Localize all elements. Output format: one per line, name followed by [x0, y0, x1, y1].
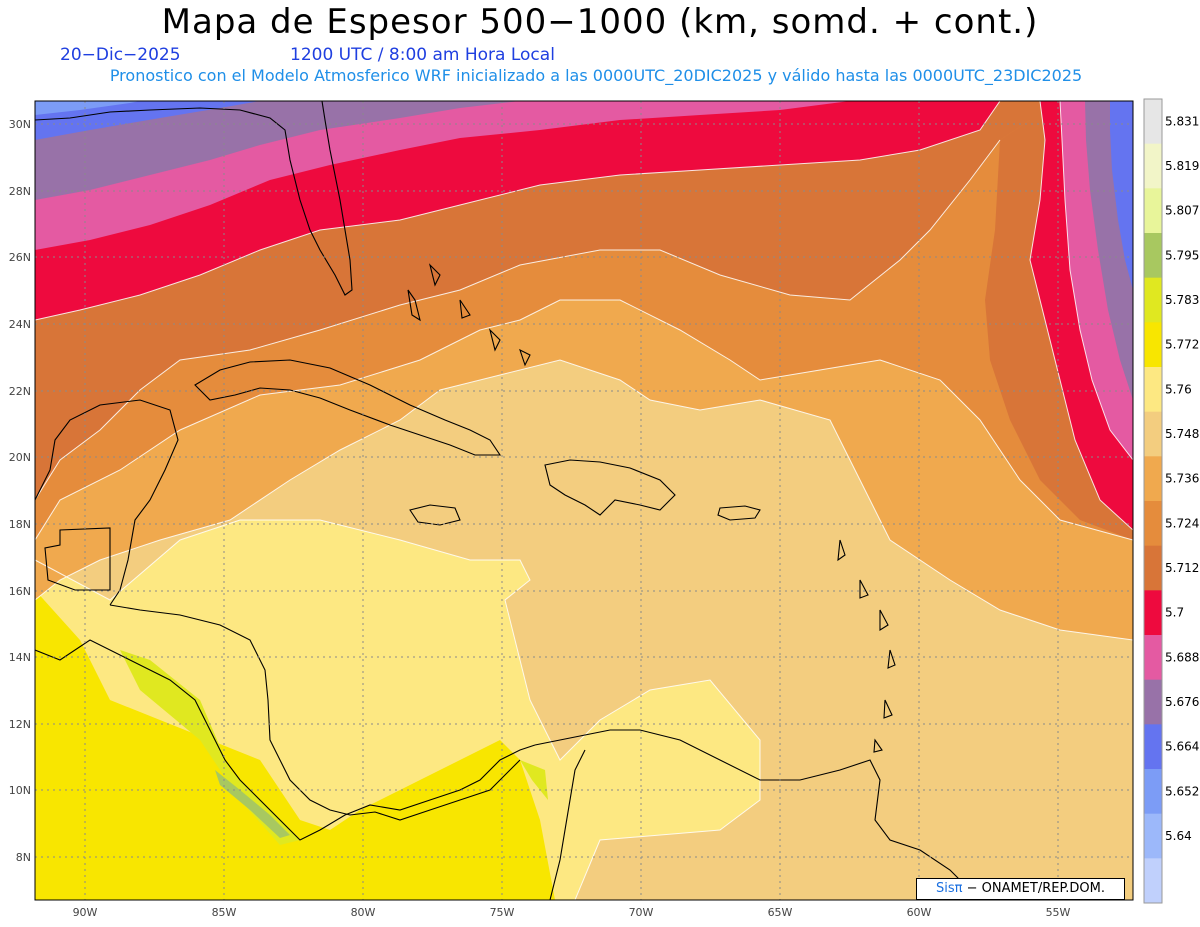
colorbar-swatch: [1144, 188, 1162, 234]
colorbar-label: 5.807: [1165, 204, 1199, 218]
contour-5676: [35, 101, 520, 200]
lat-label: 28N: [9, 185, 31, 198]
contour-5783: [120, 650, 300, 845]
colorbar-swatch: [1144, 501, 1162, 547]
colorbar-label: 5.772: [1165, 338, 1199, 352]
colorbar-label: 5.736: [1165, 472, 1199, 486]
colorbar-label: 5.688: [1165, 650, 1199, 664]
colorbar-swatch: [1144, 99, 1162, 145]
colorbar-swatch: [1144, 277, 1162, 323]
map-fill-layer: [35, 101, 1133, 900]
lat-label: 22N: [9, 385, 31, 398]
lon-label: 55W: [1046, 906, 1071, 919]
colorbar-label: 5.831: [1165, 114, 1199, 128]
lat-label: 18N: [9, 518, 31, 531]
colorbar-label: 5.7: [1165, 606, 1184, 620]
colorbar-label: 5.748: [1165, 427, 1199, 441]
colorbar-swatch: [1144, 813, 1162, 859]
contour-5772: [35, 590, 555, 900]
credit-text: − ONAMET/REP.DOM.: [966, 881, 1106, 896]
colorbar-label: 5.64: [1165, 829, 1192, 843]
colorbar-label: 5.783: [1165, 293, 1199, 307]
contour-5664: [35, 101, 260, 140]
lat-label: 14N: [9, 651, 31, 664]
lat-label: 12N: [9, 718, 31, 731]
colorbar-swatch: [1144, 769, 1162, 815]
colorbar-label: 5.712: [1165, 561, 1199, 575]
colorbar-swatch: [1144, 322, 1162, 368]
graticule: [35, 101, 1133, 900]
lat-label: 26N: [9, 251, 31, 264]
colorbar-swatch: [1144, 590, 1162, 636]
contour-5795: [215, 770, 290, 838]
colorbar-swatch: [1144, 635, 1162, 681]
colorbar-label: 5.664: [1165, 740, 1199, 754]
colorbar-swatch: [1144, 367, 1162, 413]
lat-label: 30N: [9, 118, 31, 131]
lon-label: 80W: [351, 906, 376, 919]
colorbar-swatch: [1144, 679, 1162, 725]
date-label: 20−Dic−2025: [60, 45, 181, 65]
lon-label: 60W: [907, 906, 932, 919]
colorbar-label: 5.652: [1165, 784, 1199, 798]
colorbar-swatch: [1144, 724, 1162, 770]
contour-lines: [35, 101, 1133, 900]
credit-box: Sisπ − ONAMET/REP.DOM.: [916, 878, 1125, 900]
colorbar-border: [1143, 98, 1163, 904]
colorbar-label: 5.724: [1165, 516, 1199, 530]
colorbar-swatch: [1144, 858, 1162, 904]
colorbar-swatch: [1144, 143, 1162, 189]
colorbar: 5.831 5.819 5.807 5.795 5.783 5.772 5.76 5.748 5…: [1143, 98, 1199, 904]
lon-label: 70W: [629, 906, 654, 919]
latitude-axis: 30N 28N 26N 24N 22N 20N 18N 16N 14N 12N …: [9, 118, 31, 864]
lat-label: 8N: [16, 851, 31, 864]
sis-logo-text: Sisπ: [935, 881, 963, 896]
lat-label: 20N: [9, 451, 31, 464]
forecast-subtitle: Pronostico con el Modelo Atmosferico WRF…: [109, 66, 1083, 85]
map-title: Mapa de Espesor 500−1000 (km, somd. + co…: [161, 2, 1039, 42]
colorbar-label: 5.819: [1165, 159, 1199, 173]
colorbar-label: 5.676: [1165, 695, 1199, 709]
colorbar-swatch: [1144, 411, 1162, 457]
contour-5652: [35, 101, 140, 115]
map-frame: [34, 100, 1134, 901]
time-label: 1200 UTC / 8:00 am Hora Local: [290, 45, 555, 65]
colorbar-label: 5.76: [1165, 382, 1192, 396]
colorbar-label: 5.795: [1165, 248, 1199, 262]
lat-label: 24N: [9, 318, 31, 331]
longitude-axis: 90W 85W 80W 75W 70W 65W 60W 55W: [73, 906, 1071, 919]
lat-label: 10N: [9, 784, 31, 797]
lon-label: 65W: [768, 906, 793, 919]
colorbar-swatch: [1144, 233, 1162, 279]
lat-label: 16N: [9, 585, 31, 598]
lon-label: 85W: [212, 906, 237, 919]
colorbar-swatch: [1144, 456, 1162, 502]
colorbar-swatch: [1144, 545, 1162, 591]
lon-label: 75W: [490, 906, 515, 919]
contour-5664-east: [1110, 101, 1133, 290]
lon-label: 90W: [73, 906, 98, 919]
